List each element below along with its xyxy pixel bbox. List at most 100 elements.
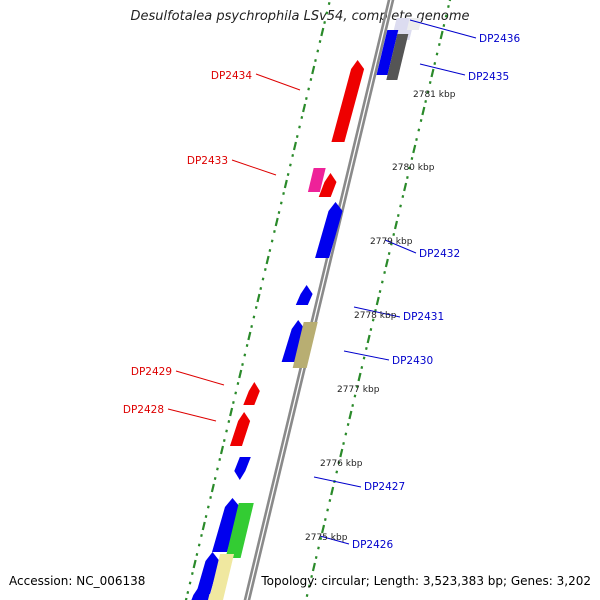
track-dot [243, 353, 247, 357]
gene-DP2428[interactable] [229, 412, 251, 446]
gene-label-right[interactable]: DP2435 [468, 71, 509, 83]
track-dot [399, 204, 402, 208]
gene-DP2433-red[interactable] [318, 173, 337, 197]
track-dot [344, 432, 348, 436]
track-dot [227, 420, 231, 423]
gene-DP2424-yellow[interactable] [206, 594, 222, 600]
gene-DP2430-blue[interactable] [281, 320, 305, 362]
track-dot [216, 467, 219, 471]
track-dot [311, 65, 316, 75]
track-dot [282, 192, 285, 195]
track-dot [206, 505, 210, 509]
track-dot [310, 575, 313, 578]
gene-DP2432[interactable] [315, 202, 343, 258]
track-dot [283, 179, 288, 189]
track-dot [448, 0, 452, 2]
dotted-tracks [184, 0, 452, 600]
track-dot [311, 562, 316, 572]
track-dot [327, 2, 331, 5]
track-dot [277, 211, 281, 214]
ruler-tick-label: 2778 kbp [354, 311, 397, 321]
gene-DP2426-blue[interactable] [212, 498, 240, 552]
track-dot [357, 372, 362, 382]
gene-label-right[interactable]: DP2427 [364, 481, 405, 493]
track-dot [351, 404, 355, 407]
backbone-line [247, 0, 395, 600]
gene-label-right[interactable]: DP2426 [352, 539, 393, 551]
track-dot [346, 423, 350, 426]
leader-line [353, 306, 401, 318]
track-dot [184, 597, 188, 600]
track-dot [210, 483, 215, 493]
gene-DP2426-green[interactable] [225, 503, 254, 558]
ruler-tick-label: 2781 kbp [413, 90, 456, 100]
track-dot [250, 325, 253, 328]
gene-label-right[interactable]: DP2430 [392, 355, 433, 367]
gene-DP2433-pink[interactable] [307, 168, 326, 192]
track-dot [307, 87, 310, 91]
gene-label-left[interactable]: DP2428 [123, 404, 164, 416]
gene-label-left[interactable]: DP2433 [187, 155, 228, 167]
ruler-tick-label: 2776 kbp [320, 459, 363, 469]
track-dot [415, 138, 418, 141]
track-dot [295, 135, 299, 138]
track-dot [406, 176, 409, 179]
leader-lines [167, 19, 477, 545]
gene-label-left[interactable]: DP2434 [211, 70, 252, 82]
track-dot [433, 62, 437, 65]
gene-label-left[interactable]: DP2429 [131, 366, 172, 378]
track-dot [261, 277, 265, 281]
gene-label-right[interactable]: DP2431 [403, 311, 444, 323]
track-dot [201, 521, 206, 531]
gene-DP2430-olive[interactable] [292, 322, 318, 368]
gene-DP2434[interactable] [331, 60, 365, 142]
gene-DP2435-gray[interactable] [386, 34, 409, 80]
track-dot [360, 366, 364, 369]
gene-DP2431[interactable] [295, 285, 313, 305]
leader-line [167, 408, 217, 422]
track-dot [435, 52, 439, 56]
gene-DP2427[interactable] [234, 457, 251, 480]
gene-layer [188, 18, 422, 600]
track-dot [209, 496, 212, 499]
track-dot [437, 43, 441, 46]
track-dot [289, 163, 292, 167]
track-dot [188, 581, 192, 585]
track-dot [401, 195, 405, 198]
track-dot [219, 445, 225, 455]
gene-DP2425-yellow[interactable] [208, 554, 235, 600]
track-dot [241, 363, 244, 366]
ruler-tick-label: 2779 kbp [370, 237, 413, 247]
gene-DP2424-blue[interactable] [188, 586, 206, 600]
track-dot [291, 154, 295, 157]
backbone-layer [243, 0, 395, 600]
track-dot [238, 369, 243, 379]
track-dot [325, 11, 329, 15]
track-dot [213, 477, 217, 480]
track-dot [412, 144, 417, 154]
track-dot [314, 556, 318, 559]
track-dot [320, 27, 325, 37]
track-dot [204, 515, 208, 518]
track-dot [355, 385, 359, 388]
track-dot [309, 78, 313, 81]
track-dot [444, 14, 448, 18]
track-dot [387, 252, 391, 255]
track-dot [265, 255, 270, 265]
track-dot [254, 306, 258, 309]
track-dot [286, 173, 290, 176]
track-dot [396, 214, 400, 217]
track-dot [236, 382, 240, 385]
gene-DP2435-blue[interactable] [376, 30, 399, 75]
gene-label-right[interactable]: DP2436 [479, 33, 520, 45]
track-dot [419, 119, 423, 122]
track-dot [252, 315, 256, 319]
track-dot [428, 81, 432, 84]
leader-line [384, 239, 417, 254]
gene-DP2429[interactable] [243, 382, 260, 405]
track-dot [330, 486, 335, 496]
track-dot [328, 499, 332, 502]
gene-DP2436-box-2[interactable] [406, 18, 422, 30]
gene-label-right[interactable]: DP2432 [419, 248, 460, 260]
